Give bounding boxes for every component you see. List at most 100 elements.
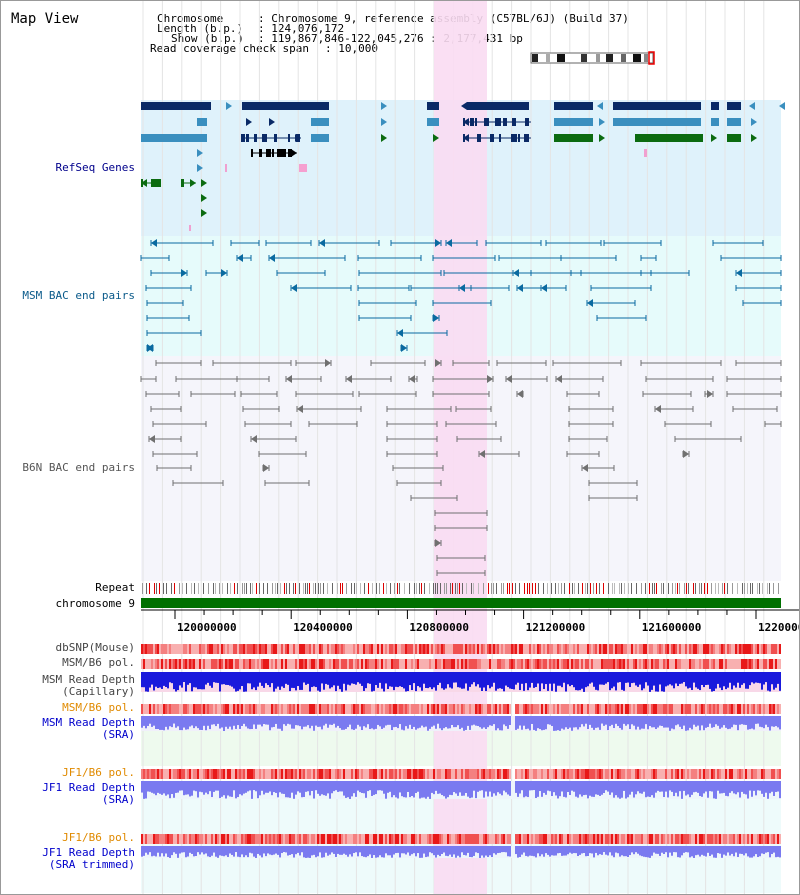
depth-bar	[295, 846, 297, 855]
depth-bar	[481, 846, 483, 856]
heat-cell	[345, 659, 347, 669]
depth-bar	[639, 716, 641, 730]
depth-bar	[319, 716, 321, 727]
gene-arrow	[246, 118, 252, 126]
heat-cell	[169, 659, 171, 669]
heat-cell	[343, 659, 345, 669]
depth-bar	[429, 672, 431, 688]
heat-cell	[693, 834, 695, 844]
heat-cell	[227, 659, 229, 669]
heat-cell	[765, 659, 767, 669]
heat-cell	[645, 659, 647, 669]
depth-bar	[347, 781, 349, 798]
depth-bar	[515, 781, 517, 793]
gene-exon	[269, 102, 275, 110]
heat-cell	[485, 644, 487, 654]
repeat-mark	[628, 583, 629, 594]
heat-cell	[405, 769, 407, 779]
heat-cell	[335, 659, 337, 669]
heat-cell	[203, 704, 205, 714]
heat-cell	[387, 644, 389, 654]
depth-bar	[457, 781, 459, 796]
heat-cell	[545, 769, 547, 779]
depth-bar	[245, 781, 247, 793]
depth-bar	[157, 781, 159, 793]
depth-bar	[195, 846, 197, 857]
gene-arrow	[269, 118, 275, 126]
heat-cell	[437, 659, 439, 669]
heat-cell	[671, 659, 673, 669]
heat-cell	[407, 659, 409, 669]
depth-bar	[651, 846, 653, 856]
heat-cell	[337, 834, 339, 844]
depth-bar	[571, 781, 573, 791]
heat-cell	[207, 659, 209, 669]
depth-bar	[401, 846, 403, 854]
depth-bar	[603, 672, 605, 685]
heat-cell	[487, 769, 489, 779]
gene-arrow	[599, 134, 605, 142]
depth-bar	[569, 672, 571, 687]
depth-bar	[295, 716, 297, 726]
heat-cell	[453, 834, 455, 844]
depth-bar	[151, 846, 153, 857]
heat-cell	[267, 834, 269, 844]
depth-bar	[699, 716, 701, 731]
heat-cell	[453, 659, 455, 669]
depth-bar	[385, 716, 387, 726]
heat-cell	[733, 659, 735, 669]
repeat-mark	[661, 583, 662, 594]
heat-cell	[381, 659, 383, 669]
heat-cell	[653, 769, 655, 779]
heat-cell	[627, 769, 629, 779]
depth-bar	[309, 846, 311, 858]
heat-cell	[475, 659, 477, 669]
heat-cell	[623, 704, 625, 714]
heat-cell	[281, 644, 283, 654]
depth-bar	[535, 846, 537, 858]
heat-cell	[233, 834, 235, 844]
repeat-mark	[488, 583, 489, 594]
heat-cell	[711, 834, 713, 844]
heat-cell	[591, 769, 593, 779]
depth-bar	[477, 672, 479, 685]
heat-cell	[221, 659, 223, 669]
depth-bar	[469, 672, 471, 687]
heat-cell	[287, 704, 289, 714]
depth-bar	[201, 672, 203, 690]
depth-bar	[585, 716, 587, 724]
heat-cell	[431, 644, 433, 654]
repeat-mark	[227, 583, 228, 594]
repeat-mark	[695, 583, 696, 594]
depth-bar	[343, 716, 345, 730]
depth-bar	[227, 716, 229, 729]
depth-bar	[545, 781, 547, 795]
repeat-mark	[309, 583, 310, 594]
depth-bar	[747, 781, 749, 799]
heat-cell	[593, 704, 595, 714]
heat-cell	[527, 769, 529, 779]
heat-cell	[345, 644, 347, 654]
depth-bar	[159, 781, 161, 794]
heat-cell	[155, 644, 157, 654]
depth-bar	[487, 716, 489, 728]
depth-bar	[235, 672, 237, 692]
heat-cell	[777, 644, 779, 654]
heat-cell	[317, 659, 319, 669]
depth-bar	[725, 716, 727, 728]
ideogram-band	[596, 54, 600, 62]
depth-bar	[647, 716, 649, 730]
depth-bar	[421, 781, 423, 798]
heat-cell	[153, 659, 155, 669]
heat-cell	[399, 704, 401, 714]
depth-bar	[659, 846, 661, 856]
repeat-mark	[688, 583, 689, 594]
heat-cell	[451, 769, 453, 779]
heat-cell	[577, 644, 579, 654]
heat-cell	[469, 769, 471, 779]
track-label-jf1-depth-trimmed: JF1 Read Depth	[42, 846, 135, 859]
heat-cell	[399, 659, 401, 669]
repeat-mark	[166, 583, 167, 594]
depth-bar	[419, 672, 421, 688]
